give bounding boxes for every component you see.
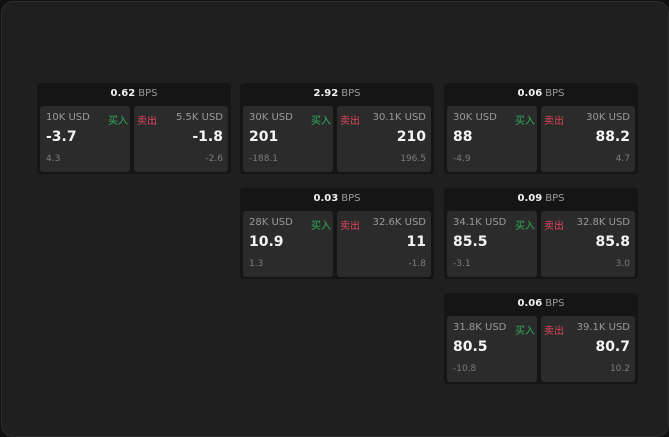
buy-button[interactable]: 34.1K USD 买入 85.5 -3.1 bbox=[447, 211, 537, 277]
sell-diff: 3.0 bbox=[615, 259, 630, 269]
buy-diff: 1.3 bbox=[249, 259, 264, 269]
sell-diff: -1.8 bbox=[408, 259, 426, 269]
buy-amount: 10K USD bbox=[46, 112, 90, 123]
sell-button[interactable]: 卖出 39.1K USD 80.7 10.2 bbox=[541, 316, 635, 382]
buy-diff: 4.3 bbox=[46, 154, 61, 164]
buy-price: 10.9 bbox=[249, 234, 284, 250]
spread-unit: BPS bbox=[545, 193, 565, 204]
spread-value: 0.06 bbox=[517, 298, 543, 309]
buy-label: 买入 bbox=[108, 116, 128, 127]
quote-card: 0.06 BPS 30K USD 买入 88 -4.9 卖出 30K USD 88… bbox=[444, 83, 638, 174]
sell-label: 卖出 bbox=[340, 116, 360, 127]
spread-header: 0.62 BPS bbox=[37, 83, 231, 105]
buy-label: 买入 bbox=[515, 116, 535, 127]
buy-price: 80.5 bbox=[453, 339, 488, 355]
spread-unit: BPS bbox=[545, 298, 565, 309]
buy-diff: -10.8 bbox=[453, 364, 477, 374]
sell-price: -1.8 bbox=[192, 129, 223, 145]
sell-button[interactable]: 卖出 32.6K USD 11 -1.8 bbox=[337, 211, 431, 277]
buy-amount: 28K USD bbox=[249, 217, 293, 228]
spread-value: 0.03 bbox=[313, 193, 339, 204]
sell-amount: 32.6K USD bbox=[372, 217, 426, 228]
sell-diff: -2.6 bbox=[205, 154, 223, 164]
buy-label: 买入 bbox=[515, 221, 535, 232]
buy-amount: 30K USD bbox=[249, 112, 293, 123]
buy-label: 买入 bbox=[311, 116, 331, 127]
buy-amount: 34.1K USD bbox=[453, 217, 507, 228]
sell-amount: 5.5K USD bbox=[175, 112, 223, 123]
spread-header: 0.03 BPS bbox=[240, 188, 434, 210]
spread-value: 0.06 bbox=[517, 88, 543, 99]
buy-label: 买入 bbox=[311, 221, 331, 232]
spread-value: 0.09 bbox=[517, 193, 543, 204]
sell-price: 210 bbox=[396, 129, 426, 145]
sell-button[interactable]: 卖出 30K USD 88.2 4.7 bbox=[541, 106, 635, 172]
buy-label: 买入 bbox=[515, 326, 535, 337]
buy-button[interactable]: 10K USD 买入 -3.7 4.3 bbox=[40, 106, 130, 172]
sell-button[interactable]: 卖出 5.5K USD -1.8 -2.6 bbox=[134, 106, 228, 172]
buy-price: 201 bbox=[249, 129, 279, 145]
quote-card: 0.62 BPS 10K USD 买入 -3.7 4.3 卖出 5.5K USD … bbox=[37, 83, 231, 174]
spread-value: 0.62 bbox=[110, 88, 136, 99]
quote-card: 0.06 BPS 31.8K USD 买入 80.5 -10.8 卖出 39.1K… bbox=[444, 293, 638, 384]
sell-amount: 39.1K USD bbox=[576, 322, 630, 333]
spread-unit: BPS bbox=[138, 88, 158, 99]
buy-button[interactable]: 30K USD 买入 201 -188.1 bbox=[243, 106, 333, 172]
spread-header: 0.06 BPS bbox=[444, 293, 638, 315]
buy-button[interactable]: 31.8K USD 买入 80.5 -10.8 bbox=[447, 316, 537, 382]
spread-header: 0.06 BPS bbox=[444, 83, 638, 105]
spread-unit: BPS bbox=[341, 88, 361, 99]
sell-label: 卖出 bbox=[340, 221, 360, 232]
sell-label: 卖出 bbox=[544, 116, 564, 127]
sell-label: 卖出 bbox=[544, 221, 564, 232]
sell-amount: 30.1K USD bbox=[372, 112, 426, 123]
buy-button[interactable]: 28K USD 买入 10.9 1.3 bbox=[243, 211, 333, 277]
buy-diff: -3.1 bbox=[453, 259, 471, 269]
sell-price: 88.2 bbox=[595, 129, 630, 145]
quote-card: 0.03 BPS 28K USD 买入 10.9 1.3 卖出 32.6K USD… bbox=[240, 188, 434, 279]
buy-button[interactable]: 30K USD 买入 88 -4.9 bbox=[447, 106, 537, 172]
spread-header: 2.92 BPS bbox=[240, 83, 434, 105]
sell-button[interactable]: 卖出 32.8K USD 85.8 3.0 bbox=[541, 211, 635, 277]
buy-price: 85.5 bbox=[453, 234, 488, 250]
sell-price: 85.8 bbox=[595, 234, 630, 250]
quote-card: 0.09 BPS 34.1K USD 买入 85.5 -3.1 卖出 32.8K … bbox=[444, 188, 638, 279]
buy-amount: 31.8K USD bbox=[453, 322, 507, 333]
sell-diff: 196.5 bbox=[400, 154, 426, 164]
sell-diff: 10.2 bbox=[609, 364, 630, 374]
buy-amount: 30K USD bbox=[453, 112, 497, 123]
sell-price: 11 bbox=[406, 234, 426, 250]
buy-price: -3.7 bbox=[46, 129, 77, 145]
spread-header: 0.09 BPS bbox=[444, 188, 638, 210]
buy-diff: -4.9 bbox=[453, 154, 471, 164]
sell-button[interactable]: 卖出 30.1K USD 210 196.5 bbox=[337, 106, 431, 172]
spread-unit: BPS bbox=[341, 193, 361, 204]
sell-diff: 4.7 bbox=[615, 154, 630, 164]
spread-value: 2.92 bbox=[313, 88, 339, 99]
quote-card: 2.92 BPS 30K USD 买入 201 -188.1 卖出 30.1K U… bbox=[240, 83, 434, 174]
sell-label: 卖出 bbox=[544, 326, 564, 337]
sell-amount: 32.8K USD bbox=[576, 217, 630, 228]
sell-amount: 30K USD bbox=[586, 112, 630, 123]
buy-diff: -188.1 bbox=[249, 154, 279, 164]
spread-unit: BPS bbox=[545, 88, 565, 99]
sell-price: 80.7 bbox=[595, 339, 630, 355]
buy-price: 88 bbox=[453, 129, 473, 145]
sell-label: 卖出 bbox=[137, 116, 157, 127]
